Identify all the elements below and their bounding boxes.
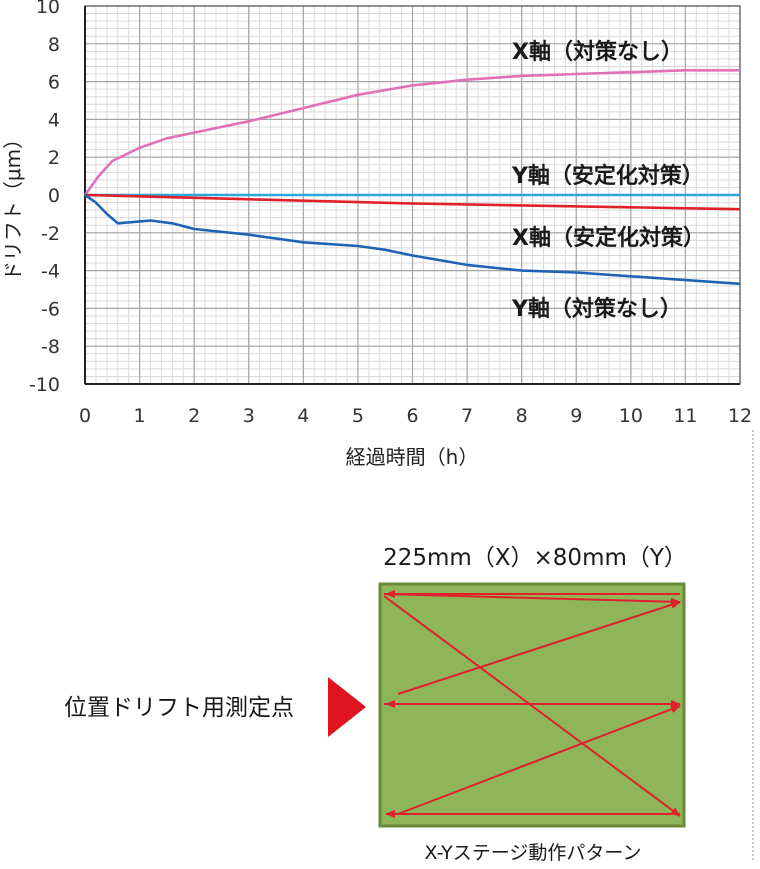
series-label: X軸（安定化対策）	[512, 225, 705, 251]
x-tick-label: 11	[673, 405, 697, 427]
x-tick-label: 10	[619, 405, 643, 427]
measurement-point-label: 位置ドリフト用測定点	[64, 695, 294, 721]
x-tick-label: 5	[352, 405, 364, 427]
y-tick-label: 8	[48, 34, 60, 56]
y-tick-label: -2	[41, 223, 60, 245]
x-tick-label: 12	[728, 405, 752, 427]
y-tick-label: 10	[36, 0, 60, 18]
stage-diagram	[378, 582, 686, 828]
series-line	[84, 193, 741, 211]
drift-chart-svg: 0 1 2 3 4 5 6 7 8 9 10 11 121086420-2-4-6-8-10経過時間（h…	[1, 0, 752, 469]
x-tick-label: 4	[297, 405, 309, 427]
x-tick-label: 7	[461, 405, 473, 427]
stage-size-title: 225mm（X）×80mm（Y）	[383, 545, 687, 571]
y-tick-label: 6	[48, 72, 60, 94]
x-tick-label: 2	[188, 405, 200, 427]
x-tick-label: 3	[243, 405, 255, 427]
y-tick-label: -10	[29, 374, 60, 396]
path-line	[383, 593, 681, 606]
edge-dotted-line	[752, 430, 754, 860]
measurement-point-arrow	[328, 677, 366, 737]
y-tick-label: -8	[41, 336, 60, 358]
series-line	[84, 193, 741, 286]
series-label: X軸（対策なし）	[512, 39, 683, 65]
series-label: Y軸（対策なし）	[511, 296, 682, 322]
y-tick-label: 2	[48, 147, 60, 169]
x-tick-label: 6	[406, 405, 418, 427]
y-tick-label: 0	[48, 185, 60, 207]
path-line	[397, 705, 681, 815]
drift-chart: 0 1 2 3 4 5 6 7 8 9 10 11 12 10 8 6 4 2 0 -2 -4 -6 -8 -10 経過時間（h…	[1, 0, 752, 469]
x-axis-title: 経過時間（h）	[346, 445, 479, 469]
path-line	[397, 600, 681, 695]
y-axis-title: ドリフト（μm）	[1, 129, 25, 281]
series-line	[83, 69, 740, 196]
x-tick-label: 9	[570, 405, 582, 427]
y-tick-label: -6	[41, 298, 60, 320]
x-tick-label: 0	[79, 405, 91, 427]
stage-caption: X-Yステージ動作パターン	[424, 842, 642, 864]
y-tick-label: 4	[48, 109, 60, 131]
path-line	[383, 595, 681, 817]
y-tick-label: -4	[41, 261, 60, 283]
x-tick-label: 8	[516, 405, 528, 427]
stage-motion-path	[383, 590, 681, 818]
x-tick-label: 1	[134, 405, 146, 427]
series-label: Y軸（安定化対策）	[511, 163, 704, 189]
